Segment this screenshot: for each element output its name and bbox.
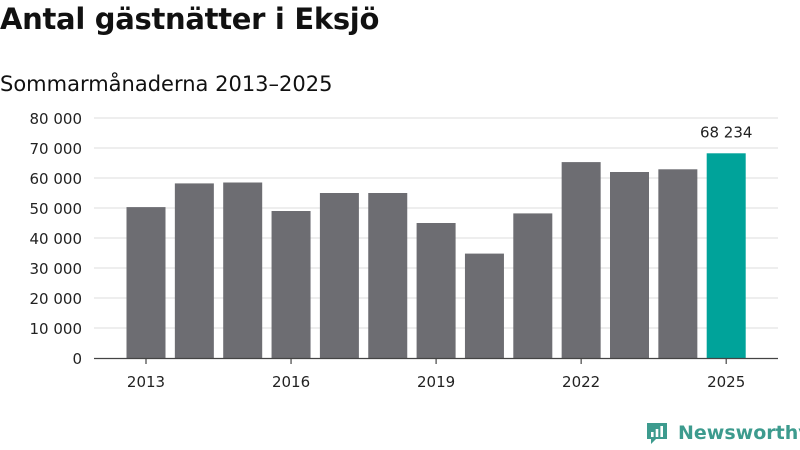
bar xyxy=(706,153,746,358)
x-tick-label: 2019 xyxy=(417,373,455,391)
bar xyxy=(416,223,456,358)
bar xyxy=(658,169,698,358)
newsworthy-logo-icon xyxy=(647,423,667,444)
x-tick-label: 2016 xyxy=(272,373,310,391)
x-tick-label: 2025 xyxy=(707,373,745,391)
highlight-data-label: 68 234 xyxy=(700,123,753,141)
bar xyxy=(513,213,553,358)
y-tick-label: 60 000 xyxy=(30,170,83,188)
y-tick-label: 50 000 xyxy=(30,200,83,218)
bar xyxy=(223,182,263,358)
chart-subtitle: Sommarmånaderna 2013–2025 xyxy=(0,72,333,96)
bar xyxy=(174,183,214,358)
bar xyxy=(319,193,359,358)
bar xyxy=(368,193,408,358)
brand-name: Newsworthy xyxy=(678,422,800,444)
bar xyxy=(271,211,311,358)
y-tick-label: 30 000 xyxy=(30,260,83,278)
bar xyxy=(464,253,504,358)
bar xyxy=(610,172,649,358)
x-tick-label: 2022 xyxy=(562,373,600,391)
y-tick-label: 20 000 xyxy=(30,290,83,308)
y-tick-label: 80 000 xyxy=(30,110,83,128)
chart-title: Antal gästnätter i Eksjö xyxy=(0,2,380,36)
brand-logo: Newsworthy xyxy=(644,420,800,446)
x-tick-label: 2013 xyxy=(127,373,165,391)
y-tick-label: 10 000 xyxy=(30,320,83,338)
bar xyxy=(126,207,166,358)
y-tick-label: 70 000 xyxy=(30,140,83,158)
bar xyxy=(561,162,601,358)
y-tick-label: 40 000 xyxy=(30,230,83,248)
y-tick-label: 0 xyxy=(72,350,82,368)
